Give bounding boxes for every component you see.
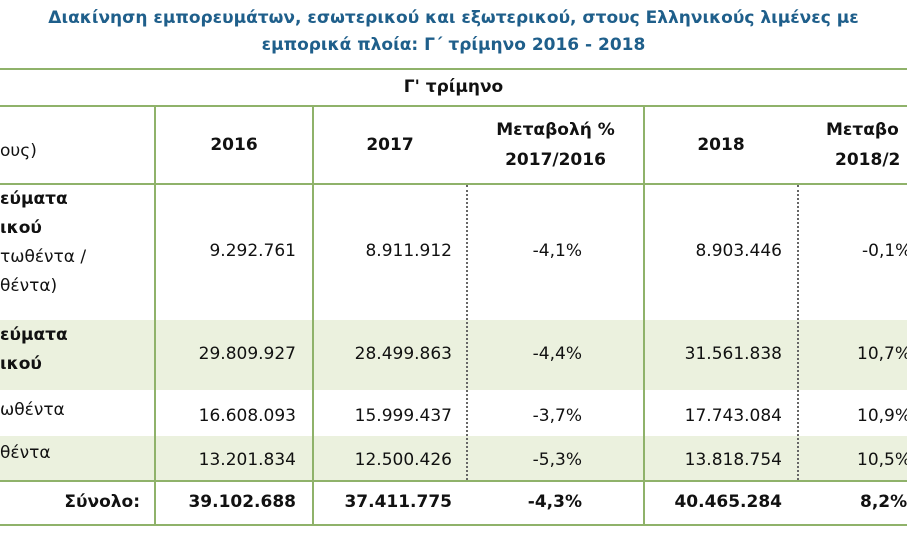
col-header-change-2-line2: 2018/2: [835, 150, 901, 170]
row-4-change-1: -5,3%: [532, 450, 582, 470]
row-2-2017: 28.499.863: [354, 344, 452, 364]
col-header-2016: 2016: [210, 135, 258, 155]
row-2-2016: 29.809.927: [198, 344, 296, 364]
title-line-2: εμπορικά πλοία: Γ΄ τρίμηνο 2016 - 2018: [261, 35, 646, 55]
row-1-2018: 8.903.446: [695, 241, 782, 261]
col-header-2018: 2018: [697, 135, 745, 155]
row-4-2017: 12.500.426: [354, 450, 452, 470]
row-2-label-line-1: εύματα: [0, 325, 68, 345]
row-2-change-2: 10,7%: [857, 344, 907, 364]
col-dotted-2: [797, 185, 799, 480]
row-1-2017: 8.911.912: [365, 241, 452, 261]
header-bottom-border: [0, 183, 907, 185]
row-1-label-line-3: τωθέντα /: [0, 247, 87, 267]
row-2-label-line-2: ικού: [0, 354, 42, 374]
row-1-label-line-2: ικού: [0, 218, 42, 238]
row-1-label-line-1: εύματα: [0, 189, 68, 209]
total-top-border: [0, 480, 907, 482]
col-divider-3: [643, 105, 645, 526]
row-1-change-2: -0,1%: [862, 241, 907, 261]
row-band-unloaded: [0, 436, 907, 480]
col-divider-2: [312, 105, 314, 526]
row-3-2016: 16.608.093: [198, 406, 296, 426]
table-top-border: [0, 68, 907, 70]
total-label: Σύνολο:: [64, 492, 140, 512]
row-4-change-2: 10,5%: [857, 450, 907, 470]
row-3-change-1: -3,7%: [532, 406, 582, 426]
total-2018: 40.465.284: [674, 492, 782, 512]
row-1-2016: 9.292.761: [209, 241, 296, 261]
col-header-change-2-line1: Μεταβο: [826, 120, 899, 140]
row-1-change-1: -4,1%: [532, 241, 582, 261]
row-3-label: ωθέντα: [0, 400, 65, 420]
group-header: Γ' τρίμηνο: [403, 77, 504, 97]
col-dotted-1: [466, 185, 468, 480]
total-2016: 39.102.688: [188, 492, 296, 512]
table-bottom-border: [0, 524, 907, 526]
row-3-2018: 17.743.084: [684, 406, 782, 426]
row-2-2018: 31.561.838: [684, 344, 782, 364]
row-4-label: θέντα: [0, 443, 51, 463]
row-1-label-line-4: θέντα): [0, 276, 58, 296]
header-divider: [0, 105, 907, 107]
row-4-2018: 13.818.754: [684, 450, 782, 470]
col-header-change-1-line2: 2017/2016: [505, 150, 606, 170]
col-divider-1: [154, 105, 156, 526]
row-3-change-2: 10,9%: [857, 406, 907, 426]
row-2-change-1: -4,4%: [532, 344, 582, 364]
title-line-1: Διακίνηση εμπορευμάτων, εσωτερικού και ε…: [48, 8, 859, 28]
col-header-2017: 2017: [366, 135, 414, 155]
total-change-2: 8,2%: [860, 492, 907, 512]
total-2017: 37.411.775: [344, 492, 452, 512]
row-band-export: [0, 320, 907, 390]
row-4-2016: 13.201.834: [198, 450, 296, 470]
row-3-2017: 15.999.437: [354, 406, 452, 426]
total-change-1: -4,3%: [527, 492, 582, 512]
col-header-change-1-line1: Μεταβολή %: [496, 120, 615, 140]
row-header-label: ους): [0, 141, 37, 161]
